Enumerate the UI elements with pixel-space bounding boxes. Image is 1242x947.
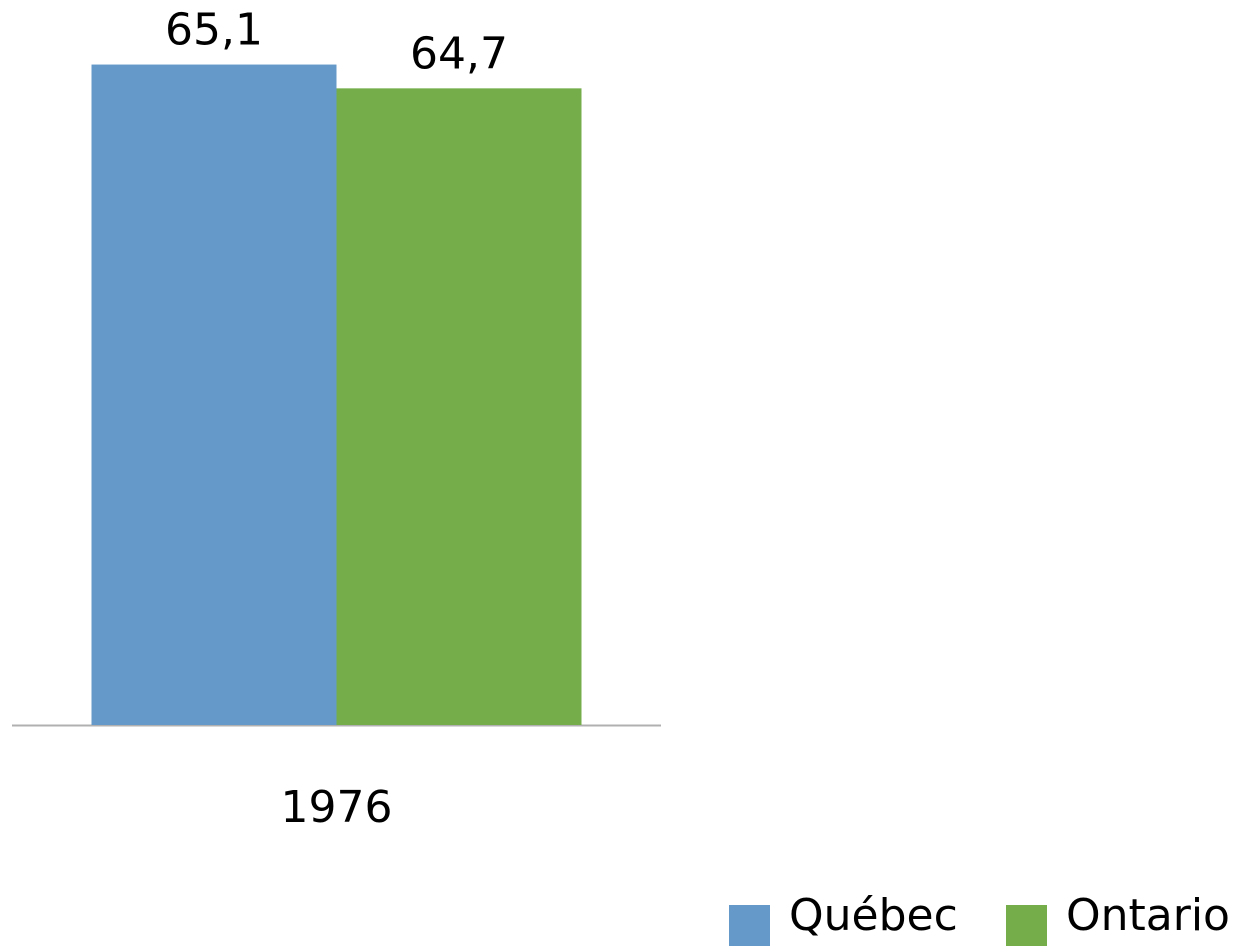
x-tick-label: 1976 <box>281 782 393 833</box>
data-label: 64,7 <box>410 28 508 79</box>
data-label: 65,1 <box>165 5 263 56</box>
legend-label: Québec <box>789 890 958 941</box>
legend-swatch <box>1006 905 1047 946</box>
legend-label: Ontario <box>1066 890 1230 941</box>
legend-swatch <box>729 905 770 946</box>
bar <box>91 64 337 726</box>
bar <box>336 88 582 726</box>
